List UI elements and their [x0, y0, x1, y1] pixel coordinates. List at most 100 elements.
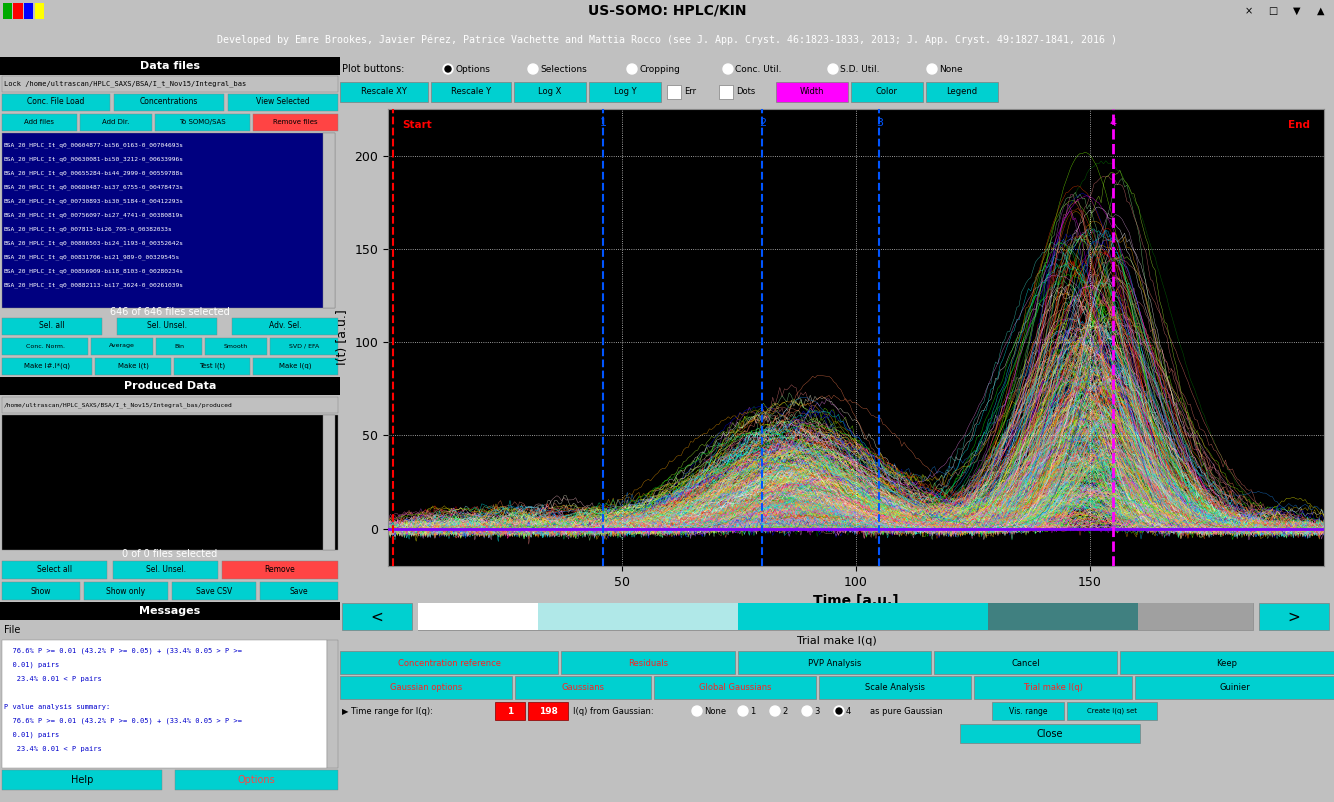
Bar: [253, 358, 338, 375]
Text: 198: 198: [539, 707, 558, 715]
Circle shape: [692, 706, 702, 716]
Text: Add files: Add files: [24, 119, 55, 125]
Bar: [175, 770, 338, 790]
Text: □: □: [1269, 6, 1277, 16]
Text: 1: 1: [507, 707, 514, 715]
Bar: [24, 3, 33, 18]
Bar: [342, 603, 412, 630]
Text: Err: Err: [684, 87, 696, 96]
Text: Sel. Unsel.: Sel. Unsel.: [145, 565, 185, 574]
Text: 2: 2: [782, 707, 787, 715]
Bar: [1138, 603, 1253, 630]
Text: US-SOMO: HPLC/KIN: US-SOMO: HPLC/KIN: [588, 4, 746, 18]
Text: Make I#.I*(q): Make I#.I*(q): [24, 363, 69, 369]
Text: Conc. File Load: Conc. File Load: [27, 98, 84, 107]
Bar: [155, 114, 249, 131]
Text: Options: Options: [237, 775, 275, 785]
Circle shape: [802, 706, 812, 716]
Bar: [3, 3, 12, 18]
Text: Concentration reference: Concentration reference: [398, 658, 500, 667]
Text: Make I(q): Make I(q): [279, 363, 312, 369]
Y-axis label: I(t) [a.u.]: I(t) [a.u.]: [336, 310, 350, 366]
Text: View Selected: View Selected: [256, 98, 309, 107]
Text: Test I(t): Test I(t): [199, 363, 225, 369]
Bar: [960, 724, 1141, 743]
Text: 4: 4: [846, 707, 851, 715]
X-axis label: Time [a.u.]: Time [a.u.]: [814, 594, 899, 608]
Circle shape: [834, 706, 844, 716]
Text: 0.01) pairs: 0.01) pairs: [4, 731, 59, 739]
Text: Legend: Legend: [946, 87, 978, 96]
Text: Remove files: Remove files: [273, 119, 317, 125]
Text: Selections: Selections: [540, 64, 587, 74]
Bar: [253, 114, 338, 131]
Text: ▼: ▼: [1293, 6, 1301, 16]
Bar: [776, 82, 848, 102]
Text: ▶ Time range for I(q):: ▶ Time range for I(q):: [342, 707, 432, 715]
Text: Trial make I(q): Trial make I(q): [1023, 683, 1083, 692]
Text: Create I(q) set: Create I(q) set: [1087, 707, 1137, 715]
Bar: [418, 603, 538, 630]
Text: Sel. all: Sel. all: [39, 322, 65, 330]
Text: 23.4% 0.01 < P pairs: 23.4% 0.01 < P pairs: [4, 746, 101, 752]
Text: 3: 3: [876, 119, 883, 128]
Text: BSA_20_HPLC_It_q0_00882113-bi17_3624-0_00261039s: BSA_20_HPLC_It_q0_00882113-bi17_3624-0_0…: [4, 282, 184, 288]
Bar: [205, 338, 267, 355]
Text: BSA_20_HPLC_It_q0_00806503-bi24_1193-0_00352642s: BSA_20_HPLC_It_q0_00806503-bi24_1193-0_0…: [4, 240, 184, 245]
Text: Remove: Remove: [264, 565, 295, 574]
Text: ×: ×: [1245, 6, 1253, 16]
Bar: [1121, 651, 1334, 674]
Bar: [173, 358, 249, 375]
Text: File: File: [4, 625, 20, 635]
Bar: [851, 82, 923, 102]
Text: Adv. Sel.: Adv. Sel.: [268, 322, 301, 330]
Text: Gaussians: Gaussians: [562, 683, 604, 692]
Bar: [95, 358, 171, 375]
Bar: [1, 358, 92, 375]
Text: P value analysis summary:: P value analysis summary:: [4, 704, 111, 710]
Bar: [340, 651, 558, 674]
Text: PVP Analysis: PVP Analysis: [808, 658, 862, 667]
Circle shape: [723, 64, 732, 74]
Text: SVD / EFA: SVD / EFA: [289, 343, 319, 349]
Bar: [91, 338, 153, 355]
Text: 0.01) pairs: 0.01) pairs: [4, 662, 59, 668]
Bar: [0, 602, 340, 620]
Text: Average: Average: [109, 343, 135, 349]
Bar: [228, 94, 338, 111]
Text: Save: Save: [289, 586, 308, 596]
Text: Width: Width: [800, 87, 824, 96]
Circle shape: [446, 66, 451, 72]
Bar: [0, 377, 340, 395]
Bar: [1, 397, 338, 413]
Text: End: End: [1287, 120, 1310, 130]
Bar: [738, 651, 931, 674]
Text: Cropping: Cropping: [639, 64, 680, 74]
Circle shape: [836, 708, 842, 714]
Bar: [80, 114, 152, 131]
Text: Make I(t): Make I(t): [117, 363, 148, 369]
Text: BSA_20_HPLC_It_q0_00680487-bi37_6755-0_00478473s: BSA_20_HPLC_It_q0_00680487-bi37_6755-0_0…: [4, 184, 184, 190]
Bar: [514, 82, 586, 102]
Bar: [974, 676, 1133, 699]
Bar: [1259, 603, 1329, 630]
Bar: [738, 603, 988, 630]
Bar: [0, 57, 340, 75]
Text: Help: Help: [71, 775, 93, 785]
Bar: [1, 76, 338, 92]
Text: Trial make I(q): Trial make I(q): [798, 637, 876, 646]
Text: BSA_20_HPLC_It_q0_00655284-bi44_2999-0_00559788s: BSA_20_HPLC_It_q0_00655284-bi44_2999-0_0…: [4, 170, 184, 176]
Bar: [113, 561, 217, 579]
Text: Rescale XY: Rescale XY: [362, 87, 407, 96]
Text: None: None: [939, 64, 963, 74]
Bar: [35, 3, 44, 18]
Text: 1: 1: [600, 119, 607, 128]
Bar: [1, 338, 88, 355]
Bar: [934, 651, 1117, 674]
Text: Log X: Log X: [539, 87, 562, 96]
Bar: [992, 702, 1065, 720]
Circle shape: [770, 706, 780, 716]
Text: None: None: [704, 707, 726, 715]
Text: Concentrations: Concentrations: [140, 98, 199, 107]
Bar: [327, 640, 338, 768]
